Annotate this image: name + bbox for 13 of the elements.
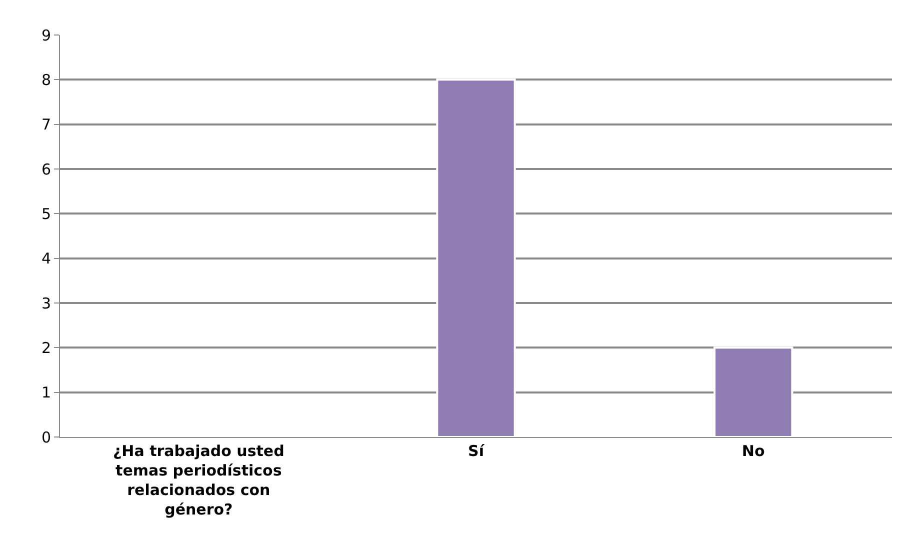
x-tick-label: ¿Ha trabajado usted temas periodísticos relacionados con género? bbox=[112, 442, 284, 518]
y-tick-label: 7 bbox=[41, 116, 51, 134]
y-tick-label: 6 bbox=[41, 160, 51, 178]
y-tick-label: 9 bbox=[41, 26, 51, 44]
y-tick-label: 2 bbox=[41, 338, 51, 357]
y-tick-label: 1 bbox=[41, 384, 51, 402]
y-tick-label: 8 bbox=[41, 70, 51, 89]
y-tick-label: 3 bbox=[41, 294, 51, 312]
y-tick-label: 4 bbox=[41, 250, 51, 268]
y-tick-label: 0 bbox=[41, 428, 51, 446]
x-tick-label: Sí bbox=[468, 442, 485, 460]
x-tick-label: No bbox=[742, 442, 765, 460]
y-tick-label: 5 bbox=[41, 204, 51, 223]
